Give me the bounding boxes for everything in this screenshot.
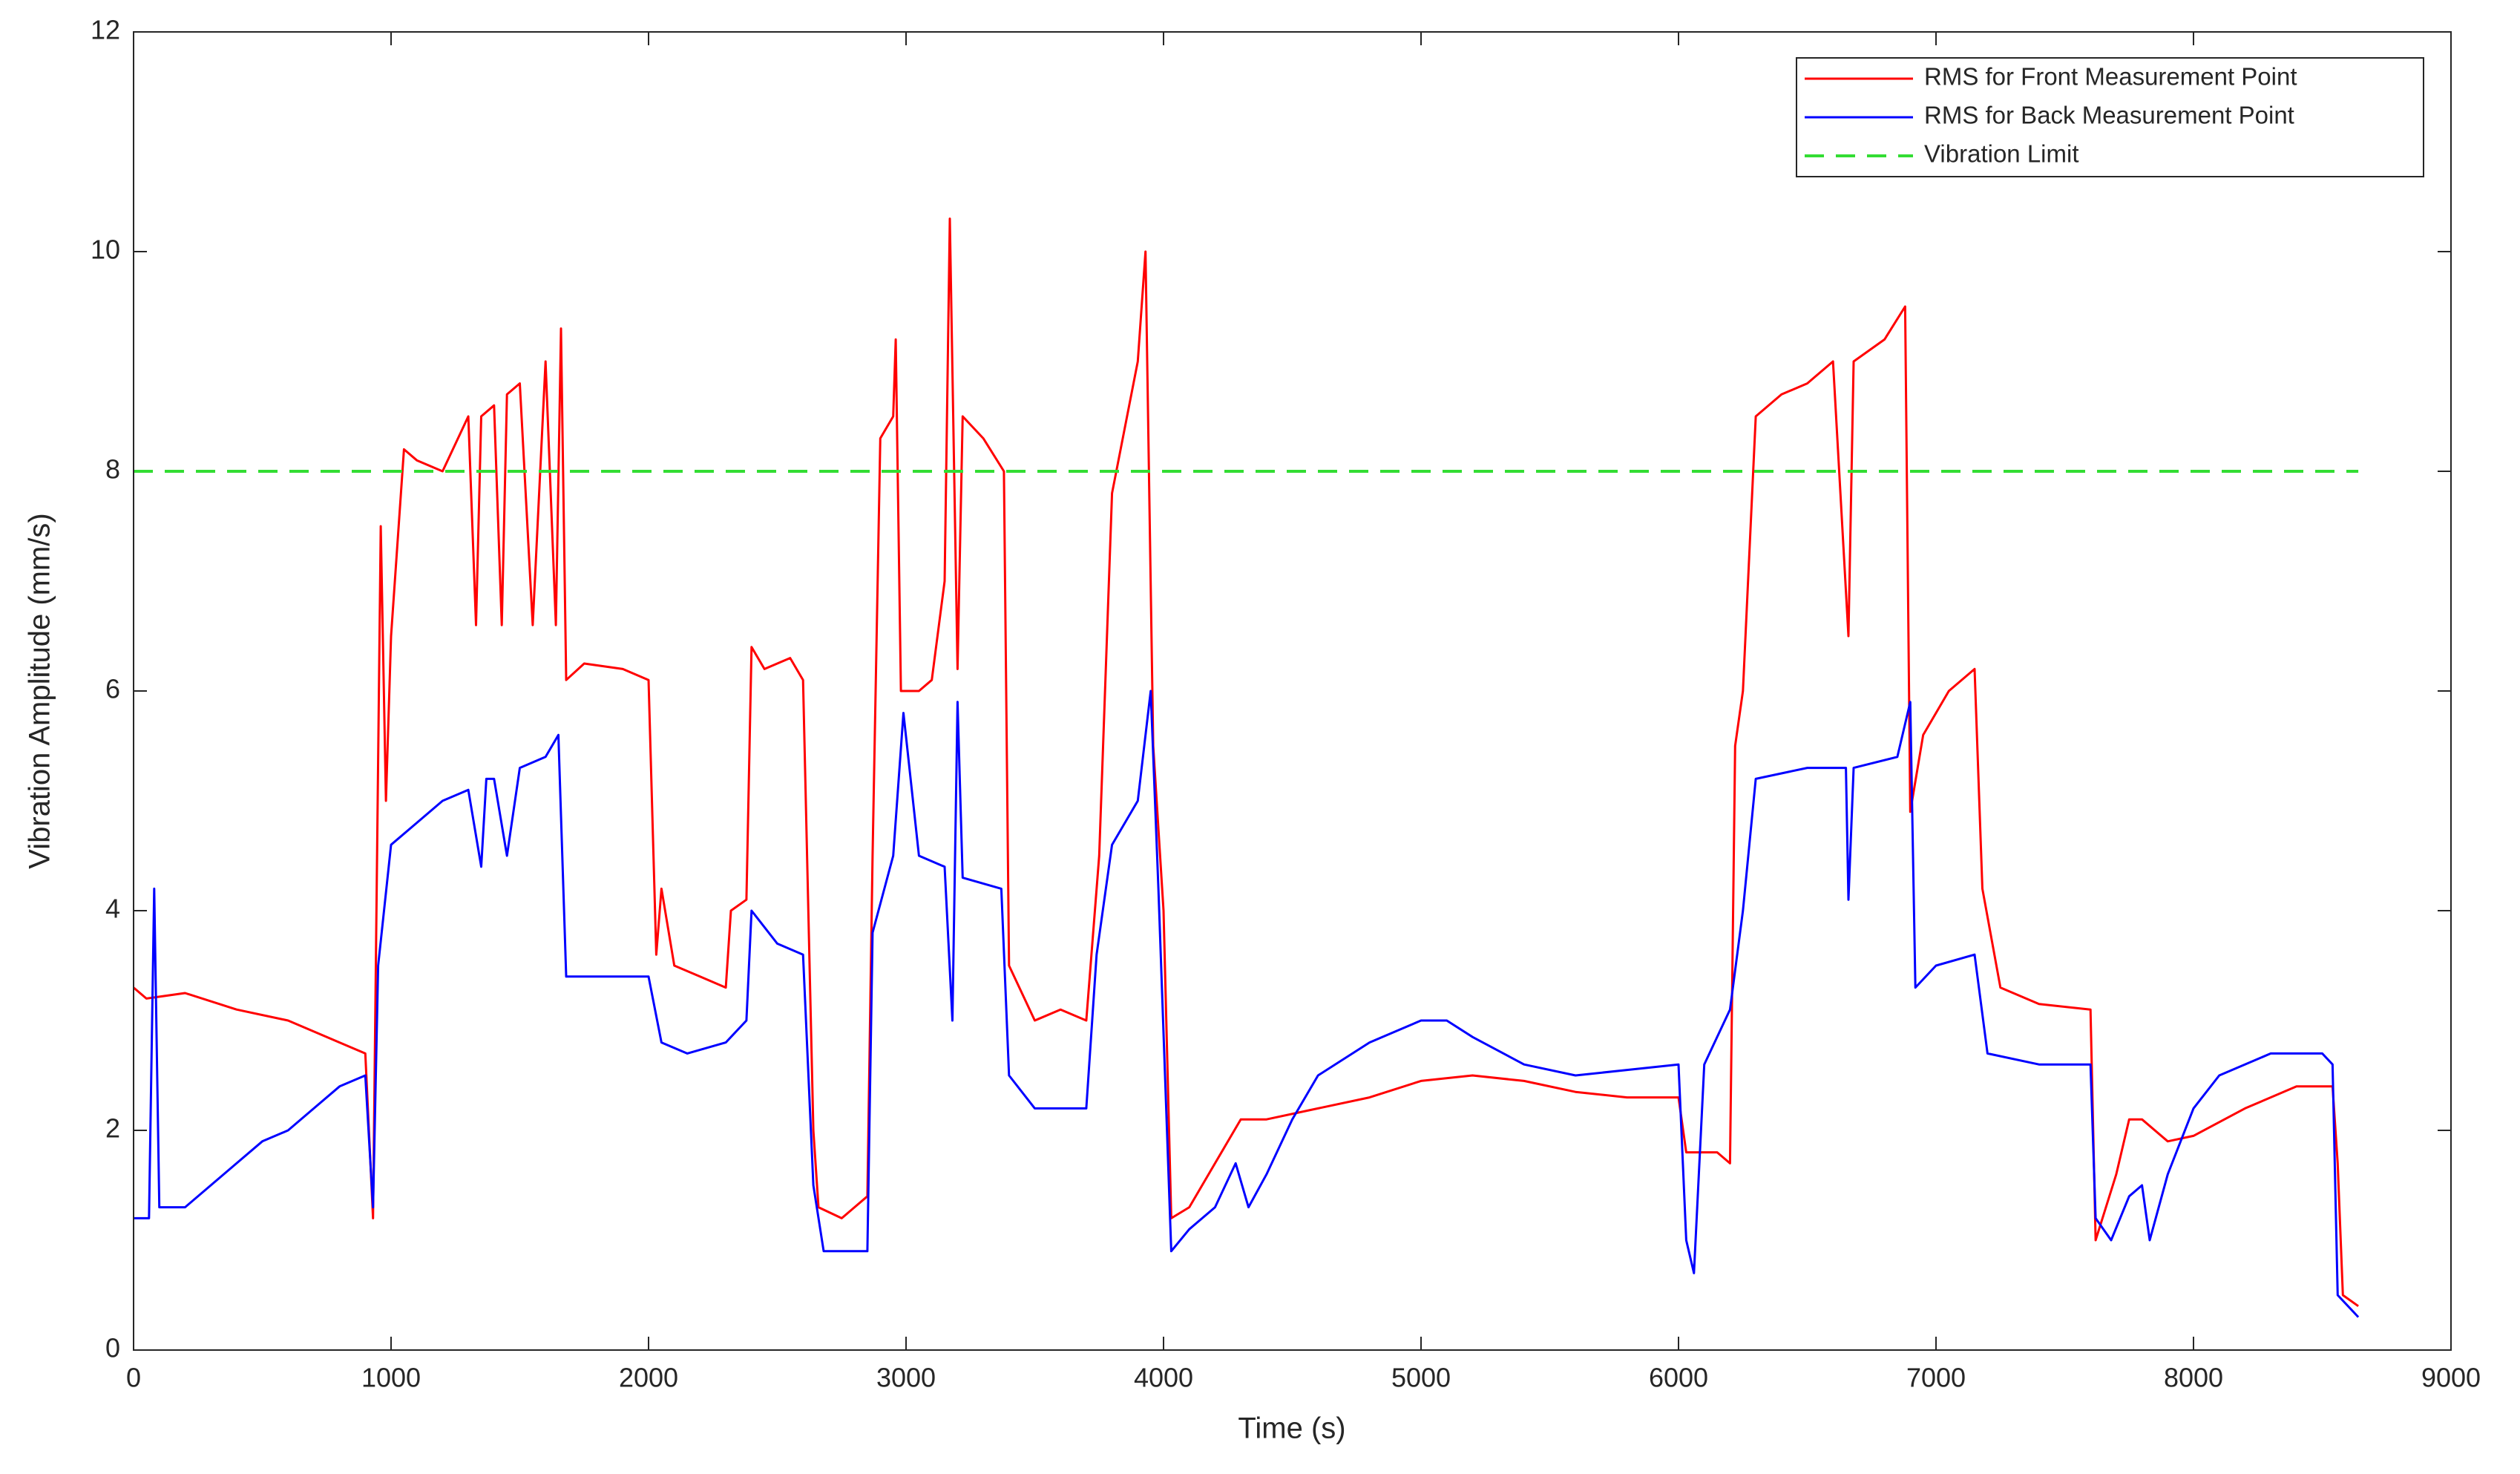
- x-tick-label: 4000: [1134, 1363, 1193, 1393]
- x-axis-label: Time (s): [1238, 1412, 1345, 1445]
- y-axis-label: Vibration Amplitude (mm/s): [24, 513, 56, 868]
- x-tick-label: 7000: [1906, 1363, 1966, 1393]
- y-tick-label: 12: [91, 15, 120, 45]
- y-tick-label: 10: [91, 235, 120, 265]
- x-tick-label: 3000: [876, 1363, 936, 1393]
- x-tick-label: 8000: [2164, 1363, 2223, 1393]
- plot-frame: [133, 31, 2452, 1351]
- x-tick-label: 2000: [619, 1363, 678, 1393]
- y-tick-label: 2: [105, 1113, 120, 1144]
- y-tick-label: 0: [105, 1333, 120, 1363]
- series-line: [134, 689, 2360, 1318]
- y-tick-label: 4: [105, 894, 120, 924]
- x-tick-label: 6000: [1649, 1363, 1708, 1393]
- series-line: [133, 217, 2359, 1308]
- y-tick-label: 6: [105, 674, 120, 704]
- legend-label: RMS for Front Measurement Point: [1924, 63, 2297, 91]
- x-tick-label: 0: [126, 1363, 141, 1393]
- legend-label: RMS for Back Measurement Point: [1924, 102, 2294, 129]
- legend: RMS for Front Measurement Point RMS for B…: [1796, 57, 2424, 177]
- x-tick-label: 5000: [1391, 1363, 1451, 1393]
- x-tick-label: 9000: [2421, 1363, 2481, 1393]
- x-tick-label: 1000: [361, 1363, 421, 1393]
- legend-label: Vibration Limit: [1924, 140, 2079, 168]
- y-tick-label: 8: [105, 454, 120, 485]
